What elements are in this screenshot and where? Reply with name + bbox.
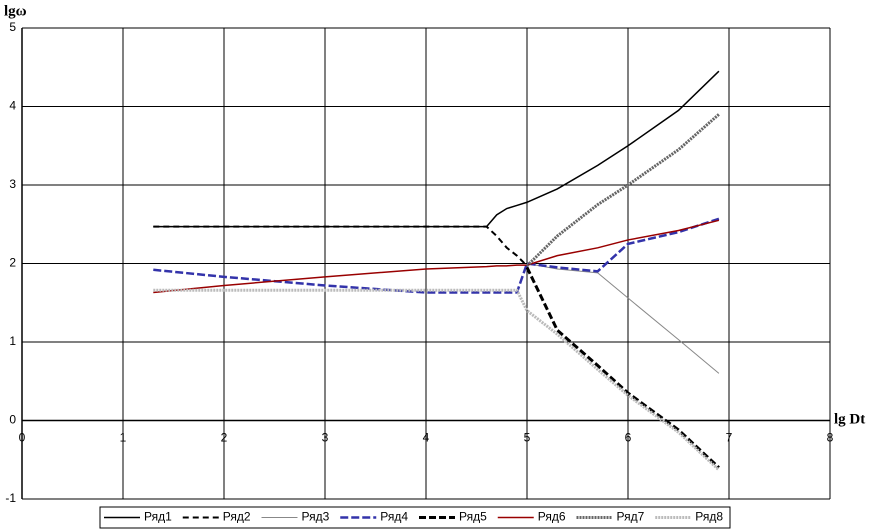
series-line (525, 266, 720, 469)
x-tick-label: 8 (827, 431, 834, 445)
legend-label: Ряд3 (302, 510, 330, 524)
legend-label: Ряд2 (223, 510, 251, 524)
legend-label: Ряд8 (695, 510, 723, 524)
series-line (526, 263, 720, 374)
y-tick-label: 4 (9, 99, 16, 113)
y-tick-label: 3 (9, 177, 16, 191)
legend-label: Ряд1 (144, 510, 172, 524)
legend-label: Ряд6 (538, 510, 566, 524)
x-tick-label: 2 (221, 431, 228, 445)
series-line (153, 219, 720, 294)
y-tick-label: 2 (9, 256, 16, 270)
x-tick-label: 6 (625, 431, 632, 445)
y-tick-label: 5 (9, 20, 16, 34)
series-line (153, 225, 528, 267)
x-tick-label: 5 (524, 431, 531, 445)
x-tick-label: 1 (120, 431, 127, 445)
y-tick-label: 1 (9, 334, 16, 348)
y-tick-label: 0 (9, 413, 16, 427)
series-line (525, 113, 720, 267)
x-tick-label: 7 (726, 431, 733, 445)
x-tick-label: 3 (322, 431, 329, 445)
series-line (153, 217, 720, 294)
legend-label: Ряд7 (617, 510, 645, 524)
series-line (153, 288, 720, 472)
legend-label: Ряд5 (459, 510, 487, 524)
y-tick-label: -1 (5, 491, 16, 505)
legend-box (99, 506, 731, 529)
x-axis-title: lg Dt (834, 411, 865, 427)
legend-label: Ряд4 (380, 510, 408, 524)
x-tick-label: 4 (423, 431, 430, 445)
series-line (153, 70, 720, 228)
y-axis-title: lgω (4, 3, 27, 19)
